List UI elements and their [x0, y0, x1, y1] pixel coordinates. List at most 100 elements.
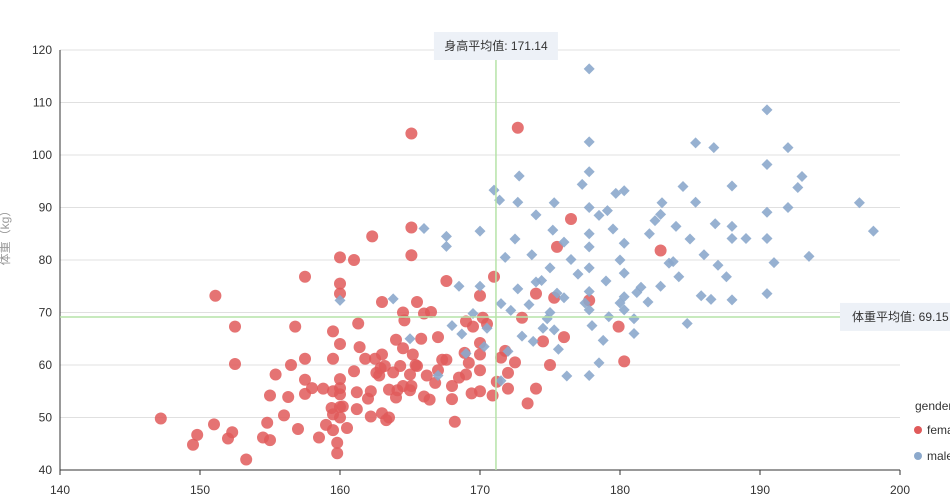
male-point[interactable]	[690, 196, 702, 208]
male-point[interactable]	[526, 249, 538, 261]
female-point[interactable]	[423, 393, 436, 406]
female-point[interactable]	[327, 424, 339, 437]
female-point[interactable]	[336, 400, 349, 413]
male-point[interactable]	[867, 225, 879, 237]
female-point[interactable]	[511, 121, 524, 134]
male-point[interactable]	[561, 370, 573, 382]
female-point[interactable]	[537, 335, 549, 348]
female-point[interactable]	[359, 352, 372, 365]
female-point[interactable]	[364, 410, 377, 423]
female-point[interactable]	[191, 428, 204, 441]
female-point[interactable]	[350, 403, 363, 416]
female-point[interactable]	[380, 414, 393, 427]
male-point[interactable]	[673, 271, 685, 283]
female-point[interactable]	[350, 386, 363, 399]
male-point[interactable]	[670, 220, 682, 232]
female-point[interactable]	[558, 331, 570, 344]
male-point[interactable]	[667, 256, 679, 268]
female-point[interactable]	[544, 359, 556, 371]
male-point[interactable]	[513, 170, 525, 182]
male-point[interactable]	[583, 286, 595, 297]
male-point[interactable]	[656, 197, 668, 209]
female-point[interactable]	[509, 356, 521, 369]
male-point[interactable]	[548, 324, 560, 336]
male-point[interactable]	[505, 304, 517, 316]
male-point[interactable]	[432, 370, 444, 381]
male-point[interactable]	[537, 322, 549, 334]
male-point[interactable]	[803, 250, 815, 262]
male-point[interactable]	[552, 343, 564, 355]
female-point[interactable]	[264, 389, 276, 402]
female-point[interactable]	[405, 127, 418, 140]
male-point[interactable]	[720, 271, 732, 283]
male-point[interactable]	[600, 275, 612, 287]
male-point[interactable]	[499, 251, 511, 263]
female-point[interactable]	[397, 342, 409, 355]
female-point[interactable]	[420, 369, 433, 382]
female-point[interactable]	[440, 275, 453, 287]
male-point[interactable]	[761, 288, 773, 300]
male-point[interactable]	[502, 345, 514, 357]
female-point[interactable]	[486, 389, 499, 402]
female-point[interactable]	[378, 360, 391, 373]
male-point[interactable]	[709, 218, 721, 230]
female-point[interactable]	[334, 287, 346, 300]
male-point[interactable]	[761, 232, 773, 244]
male-point[interactable]	[547, 224, 559, 236]
female-point[interactable]	[334, 373, 346, 386]
female-point[interactable]	[261, 416, 274, 429]
female-point[interactable]	[415, 332, 428, 345]
male-point[interactable]	[690, 137, 702, 149]
female-point[interactable]	[551, 240, 563, 253]
female-point[interactable]	[369, 352, 381, 365]
female-point[interactable]	[292, 423, 304, 436]
male-point[interactable]	[583, 63, 595, 75]
female-point[interactable]	[352, 317, 365, 330]
female-point[interactable]	[565, 213, 577, 226]
male-point[interactable]	[579, 297, 591, 309]
male-point[interactable]	[761, 206, 773, 218]
female-point[interactable]	[348, 365, 360, 378]
female-point[interactable]	[440, 353, 453, 366]
female-point[interactable]	[209, 289, 222, 302]
female-point[interactable]	[521, 397, 534, 410]
male-point[interactable]	[726, 180, 738, 192]
male-point[interactable]	[440, 230, 452, 242]
female-point[interactable]	[353, 341, 366, 354]
male-point[interactable]	[698, 249, 710, 261]
male-point[interactable]	[628, 328, 640, 339]
male-point[interactable]	[677, 181, 689, 192]
male-point[interactable]	[495, 375, 507, 387]
male-point[interactable]	[541, 313, 553, 325]
male-point[interactable]	[418, 223, 430, 234]
female-point[interactable]	[334, 277, 346, 290]
female-point[interactable]	[341, 422, 353, 434]
female-point[interactable]	[530, 287, 542, 300]
female-point[interactable]	[366, 230, 379, 243]
male-point[interactable]	[761, 158, 773, 170]
male-point[interactable]	[583, 136, 595, 148]
male-point[interactable]	[583, 241, 595, 253]
male-point[interactable]	[583, 304, 595, 316]
female-point[interactable]	[364, 385, 377, 398]
female-point[interactable]	[154, 412, 167, 425]
male-point[interactable]	[618, 267, 630, 279]
female-point[interactable]	[474, 364, 486, 377]
female-point[interactable]	[405, 380, 418, 392]
male-point[interactable]	[446, 320, 458, 332]
female-point[interactable]	[432, 331, 444, 344]
female-point[interactable]	[654, 244, 667, 257]
male-point[interactable]	[565, 253, 577, 265]
male-point[interactable]	[583, 166, 595, 178]
male-point[interactable]	[478, 341, 490, 353]
female-point[interactable]	[376, 296, 388, 308]
male-point[interactable]	[761, 104, 773, 116]
male-point[interactable]	[726, 220, 738, 232]
male-point[interactable]	[460, 347, 472, 359]
male-point[interactable]	[512, 196, 524, 208]
female-point[interactable]	[229, 357, 241, 370]
female-point[interactable]	[460, 315, 472, 328]
male-point[interactable]	[583, 228, 595, 240]
male-point[interactable]	[726, 232, 738, 244]
female-point[interactable]	[404, 368, 416, 381]
